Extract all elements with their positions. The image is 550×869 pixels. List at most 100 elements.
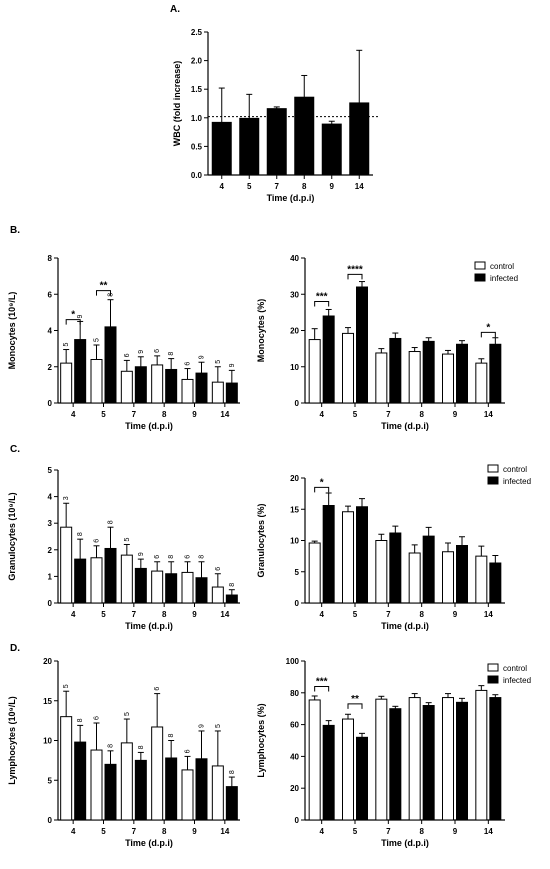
panel-d: D. 0 5 10 15 20 4 5 7 8 9 14 Time (d.p.i) Lymphocyte… [7, 643, 531, 848]
x-tick-label: 8 [419, 610, 424, 619]
bar-infected [195, 577, 208, 604]
y-tick-label: 2.0 [191, 57, 203, 66]
bar-control [308, 339, 321, 404]
legend-swatch-infected [474, 273, 486, 282]
bar-infected [195, 758, 208, 821]
y-tick-label: 8 [48, 254, 53, 263]
x-tick-label: 14 [484, 827, 493, 836]
bar-infected [225, 786, 238, 821]
y-tick-label: 1.5 [191, 85, 203, 94]
bar-infected [456, 545, 468, 604]
y-tick-label: 2 [48, 546, 53, 555]
sample-size-label: 8 [108, 744, 115, 748]
y-tick-label: 2.5 [191, 28, 203, 37]
y-tick-label: 80 [290, 689, 299, 698]
y-tick-label: 0 [295, 816, 300, 825]
panel-label-d: D. [10, 643, 20, 654]
chart-b-right: 0 10 20 30 40 4 5 7 8 9 14 Time (d.p.i) Monocytes (%… [256, 254, 518, 431]
chart-d-right: 0 20 40 60 80 100 4 5 7 8 9 14 Time (d.p.i) Lymphocyt… [256, 657, 531, 848]
panel-a: A. 0.0 0.5 1.0 1.5 2.0 2.5 4 5 7 8 9 14 Time (d.p.i)… [170, 4, 378, 203]
panel-label-a: A. [170, 4, 180, 15]
x-tick-label: 8 [302, 182, 307, 191]
sample-size-label: 5 [124, 712, 131, 716]
x-axis-title: Time (d.p.i) [267, 193, 315, 203]
bar-infected [322, 315, 335, 404]
significance-label: * [71, 310, 75, 321]
sample-size-label: 9 [138, 350, 145, 354]
significance-label: ** [100, 281, 108, 292]
bar-control [342, 718, 354, 821]
sample-size-label: 5 [63, 684, 70, 688]
sample-size-label: 8 [168, 555, 175, 559]
bar-control [60, 362, 73, 404]
x-tick-label: 8 [162, 610, 167, 619]
y-tick-label: 5 [295, 568, 300, 577]
significance-bracket [480, 331, 496, 338]
significance-label: * [320, 477, 324, 488]
x-tick-label: 9 [453, 410, 458, 419]
sample-size-label: 6 [94, 539, 101, 543]
chart-d-left: 0 5 10 15 20 4 5 7 8 9 14 Time (d.p.i) Lymphocytes (… [7, 657, 240, 848]
bar [349, 102, 370, 176]
x-tick-label: 5 [101, 410, 106, 419]
x-axis-title: Time (d.p.i) [125, 621, 173, 631]
chart-b-left: 0 2 4 6 8 4 5 7 8 9 14 Time (d.p.i) Monocytes (10⁹/L… [7, 254, 240, 431]
sample-size-label: 9 [77, 314, 84, 318]
bar-infected [104, 763, 117, 821]
bar-control [90, 359, 103, 404]
significance-label: ** [351, 694, 359, 705]
x-tick-label: 7 [132, 827, 137, 836]
bar-control [375, 540, 388, 604]
x-tick-label: 5 [353, 827, 358, 836]
significance-label: *** [316, 292, 328, 303]
sample-size-label: 9 [138, 552, 145, 556]
legend-label-control: control [490, 262, 514, 271]
y-tick-label: 5 [48, 466, 53, 475]
bar [321, 123, 342, 176]
bar [239, 117, 260, 176]
significance-bracket [314, 301, 330, 307]
bar-infected [422, 340, 435, 404]
x-tick-label: 8 [419, 410, 424, 419]
sample-size-label: 9 [199, 724, 206, 728]
bar-control [375, 352, 388, 404]
bar-infected [74, 339, 87, 404]
bar-control [408, 351, 421, 404]
bar-infected [389, 337, 402, 404]
y-tick-label: 6 [48, 290, 53, 299]
bar-infected [489, 697, 502, 821]
bar-control [342, 332, 354, 404]
x-tick-label: 4 [71, 610, 76, 619]
bar-control [408, 552, 421, 604]
bar-control [90, 749, 103, 821]
x-tick-label: 4 [220, 182, 225, 191]
y-axis-title: Lymphocytes (10⁹/L) [7, 696, 17, 784]
bar-control [475, 689, 488, 821]
bar-infected [322, 505, 335, 604]
y-tick-label: 0 [295, 599, 300, 608]
sample-size-label: 6 [124, 353, 131, 357]
bar-control [408, 697, 421, 821]
bar-control [442, 551, 454, 604]
panel-c: C. 0 1 2 3 4 5 4 5 7 8 9 14 Time (d.p.i) Granulocytes… [7, 444, 531, 631]
sample-size-label: 6 [185, 749, 192, 753]
bar-control [120, 554, 133, 604]
bar-infected [422, 705, 435, 821]
x-tick-label: 14 [220, 827, 229, 836]
bar-infected [389, 708, 402, 821]
legend-label-control: control [503, 465, 527, 474]
x-tick-label: 4 [71, 827, 76, 836]
bar-infected [489, 562, 502, 604]
bar-infected [389, 532, 402, 604]
y-tick-label: 5 [48, 776, 53, 785]
bar-control [442, 697, 454, 821]
bar-control [151, 364, 164, 404]
bar-control [211, 381, 224, 404]
y-tick-label: 0 [295, 399, 300, 408]
bar-control [60, 526, 73, 604]
sample-size-label: 8 [168, 352, 175, 356]
y-tick-label: 2 [48, 363, 53, 372]
sample-size-label: 5 [215, 360, 222, 364]
y-tick-label: 4 [48, 327, 53, 336]
